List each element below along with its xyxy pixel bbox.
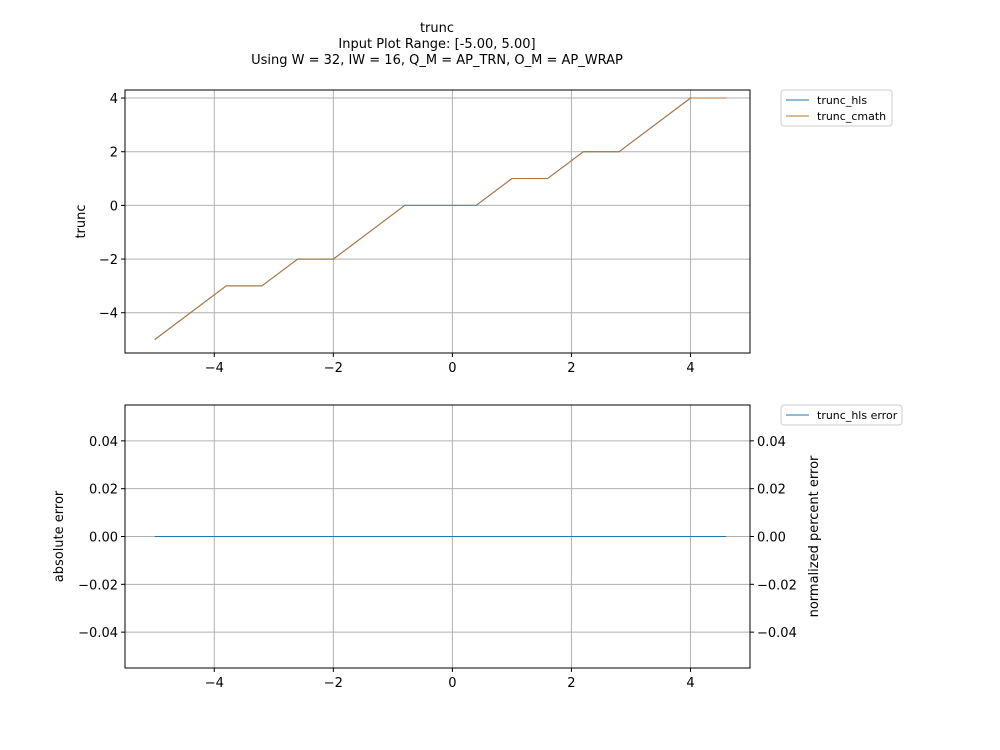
x-tick-label: 0 (448, 361, 456, 376)
y-axis-label: trunc (74, 204, 89, 238)
y-axis-label: absolute error (52, 490, 67, 582)
y-tick-label: 0.00 (89, 531, 118, 546)
x-tick-label: −2 (324, 361, 343, 376)
top-plot: −4 −2 0 2 4 −4 −2 0 2 4 trunc trunc_hls trunc_cmath (74, 89, 893, 376)
y-tick-label: 0.04 (89, 435, 118, 450)
legend-label: trunc_cmath (817, 110, 886, 123)
y-tick-label: −0.02 (78, 578, 118, 593)
y-axis-right-label: normalized percent error (807, 455, 822, 617)
series-line (154, 97, 727, 340)
legend-label: trunc_hls (817, 94, 867, 107)
y-tick-label: 0 (110, 199, 118, 214)
bottom-plot: −4 −2 0 2 4 −0.04 −0.02 0.00 0.02 0.04 −0.04 −0.02 0… (52, 404, 903, 691)
series-line (154, 97, 727, 340)
legend-box (780, 404, 903, 426)
title-line: Using W = 32, IW = 16, Q_M = AP_TRN, O_M… (251, 53, 623, 68)
x-tick-label: 0 (448, 676, 456, 691)
axes-frame (124, 89, 751, 354)
y-tick-label: −4 (99, 307, 118, 322)
legend-label: trunc_hls error (817, 409, 898, 422)
y-tick-label: 0.02 (89, 483, 118, 498)
y-right-tick-label: −0.04 (757, 626, 797, 641)
y-right-tick-label: 0.02 (757, 483, 786, 498)
x-tick-label: −2 (324, 676, 343, 691)
y-right-tick-label: 0.04 (757, 435, 786, 450)
x-tick-label: −4 (205, 361, 224, 376)
title-line: trunc (420, 21, 454, 36)
y-right-tick-label: 0.00 (757, 531, 786, 546)
y-tick-label: 2 (110, 146, 118, 161)
legend-box (780, 89, 893, 127)
y-tick-label: 4 (110, 92, 118, 107)
x-tick-label: 4 (686, 361, 694, 376)
x-tick-label: 2 (567, 676, 575, 691)
x-tick-label: 4 (686, 676, 694, 691)
y-tick-label: −0.04 (78, 626, 118, 641)
x-tick-label: −4 (205, 676, 224, 691)
y-tick-label: −2 (99, 253, 118, 268)
title-line: Input Plot Range: [-5.00, 5.00] (338, 37, 535, 52)
x-tick-label: 2 (567, 361, 575, 376)
y-right-tick-label: −0.02 (757, 578, 797, 593)
